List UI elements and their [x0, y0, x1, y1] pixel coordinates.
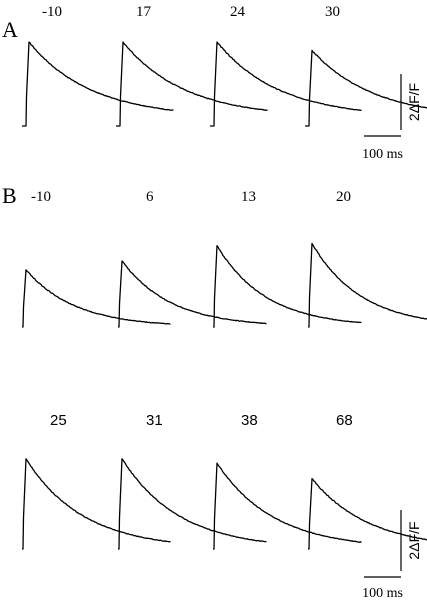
trace-b-5 — [22, 458, 171, 550]
trace-label-group: -10 17 24 30 -10 6 13 20 25 31 38 68 — [31, 4, 353, 429]
scale-bar-y-label-a: 2ΔF/F — [406, 83, 422, 121]
panel-label-b: B — [2, 183, 17, 208]
trace-label-b-3: 13 — [241, 189, 256, 205]
trace-b-1 — [22, 269, 171, 328]
trace-a-4 — [305, 49, 427, 127]
trace-label-b-4: 20 — [336, 189, 351, 205]
trace-label-a-1: -10 — [42, 4, 62, 20]
trace-label-b-6: 31 — [146, 412, 163, 429]
trace-label-a-2: 17 — [136, 4, 152, 20]
scale-bar-x-label-a: 100 ms — [362, 147, 403, 162]
trace-b-6 — [118, 458, 267, 550]
trace-a-3 — [210, 41, 362, 127]
panel-label-a: A — [2, 17, 18, 42]
trace-label-b-2: 6 — [146, 189, 154, 205]
trace-a-2 — [116, 41, 268, 127]
trace-label-b-7: 38 — [241, 412, 258, 429]
trace-a-1 — [22, 41, 174, 127]
scale-bar-group: 2ΔF/F 100 ms 2ΔF/F 100 ms — [362, 74, 422, 601]
trace-b-2 — [118, 260, 267, 328]
trace-b-4 — [308, 242, 427, 328]
trace-b-8 — [308, 477, 427, 550]
trace-label-b-8: 68 — [336, 412, 353, 429]
scale-bar-y-label-b: 2ΔF/F — [406, 521, 422, 559]
trace-b-7 — [213, 462, 362, 550]
trace-group — [22, 41, 427, 550]
scale-bar-x-label-b: 100 ms — [362, 586, 403, 601]
trace-b-3 — [213, 244, 362, 328]
trace-label-b-5: 25 — [50, 412, 67, 429]
trace-label-a-3: 24 — [230, 4, 246, 20]
trace-label-a-4: 30 — [325, 4, 340, 20]
trace-label-b-1: -10 — [31, 189, 51, 205]
